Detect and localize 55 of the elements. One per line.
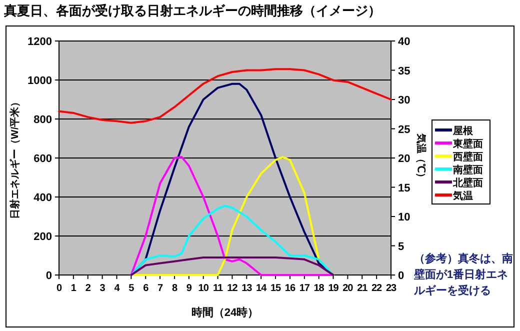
x-tick-label: 15 <box>270 283 282 294</box>
x-tick-label: 20 <box>342 283 354 294</box>
y2-tick-label: 0 <box>398 270 404 282</box>
y2-tick-label: 15 <box>398 182 410 194</box>
x-tick-label: 13 <box>242 283 253 294</box>
y2-tick-label: 25 <box>398 124 410 136</box>
x-tick-label: 7 <box>158 283 164 294</box>
chart-title: 真夏日、各面が受け取る日射エネルギーの時間推移（イメージ） <box>3 3 381 18</box>
x-tick-label: 3 <box>100 283 106 294</box>
y-tick-label: 0 <box>46 270 52 282</box>
legend-label: 屋根 <box>452 125 474 137</box>
y-tick-label: 800 <box>34 114 52 126</box>
x-tick-label: 14 <box>256 283 268 294</box>
x-tick-label: 2 <box>85 283 92 294</box>
legend-label: 南壁面 <box>452 164 483 176</box>
x-tick-label: 4 <box>114 283 120 294</box>
x-tick-label: 0 <box>56 283 62 294</box>
x-tick-label: 10 <box>198 283 210 294</box>
y2-tick-label: 20 <box>398 153 410 165</box>
legend-label: 北壁面 <box>452 177 483 189</box>
y-tick-label: 400 <box>34 192 52 204</box>
x-tick-label: 5 <box>128 283 135 294</box>
y-axis-title: 日射エネルギー（W/平米） <box>9 96 21 220</box>
x-tick-label: 1 <box>70 283 77 294</box>
line-series <box>130 256 334 276</box>
legend-label: 気温 <box>452 190 473 202</box>
y2-tick-label: 10 <box>398 212 410 224</box>
y2-tick-label: 40 <box>398 36 410 48</box>
y-tick-label: 600 <box>34 153 52 165</box>
x-tick-label: 18 <box>314 283 325 294</box>
x-tick-label: 6 <box>143 283 150 294</box>
x-tick-label: 19 <box>328 283 340 294</box>
y2-tick-label: 5 <box>398 240 404 253</box>
x-tick-label: 12 <box>227 283 238 294</box>
y-tick-label: 1000 <box>28 75 52 87</box>
line-series <box>130 156 334 276</box>
x-tick-label: 9 <box>186 283 192 294</box>
legend-label: 東壁面 <box>452 138 483 150</box>
y-tick-label: 200 <box>34 231 52 243</box>
x-tick-label: 22 <box>372 283 383 294</box>
legend-label: 西壁面 <box>452 151 483 163</box>
y2-tick-label: 30 <box>398 94 410 106</box>
x-axis-title: 時間（24時） <box>191 306 259 319</box>
y-tick-label: 1200 <box>28 36 52 48</box>
x-tick-label: 8 <box>172 283 178 294</box>
y2-tick-label: 35 <box>398 65 410 78</box>
text: （参考）真冬は、南壁面が1番日射エネルギーを受ける <box>413 252 513 297</box>
x-tick-label: 16 <box>284 283 296 294</box>
x-tick-label: 17 <box>299 283 310 294</box>
x-tick-label: 21 <box>357 283 368 294</box>
line-series <box>130 204 334 276</box>
y2-axis-title: 気温（℃） <box>415 132 427 182</box>
x-tick-label: 23 <box>386 283 397 294</box>
line-series <box>58 68 392 124</box>
x-tick-label: 11 <box>212 283 224 294</box>
